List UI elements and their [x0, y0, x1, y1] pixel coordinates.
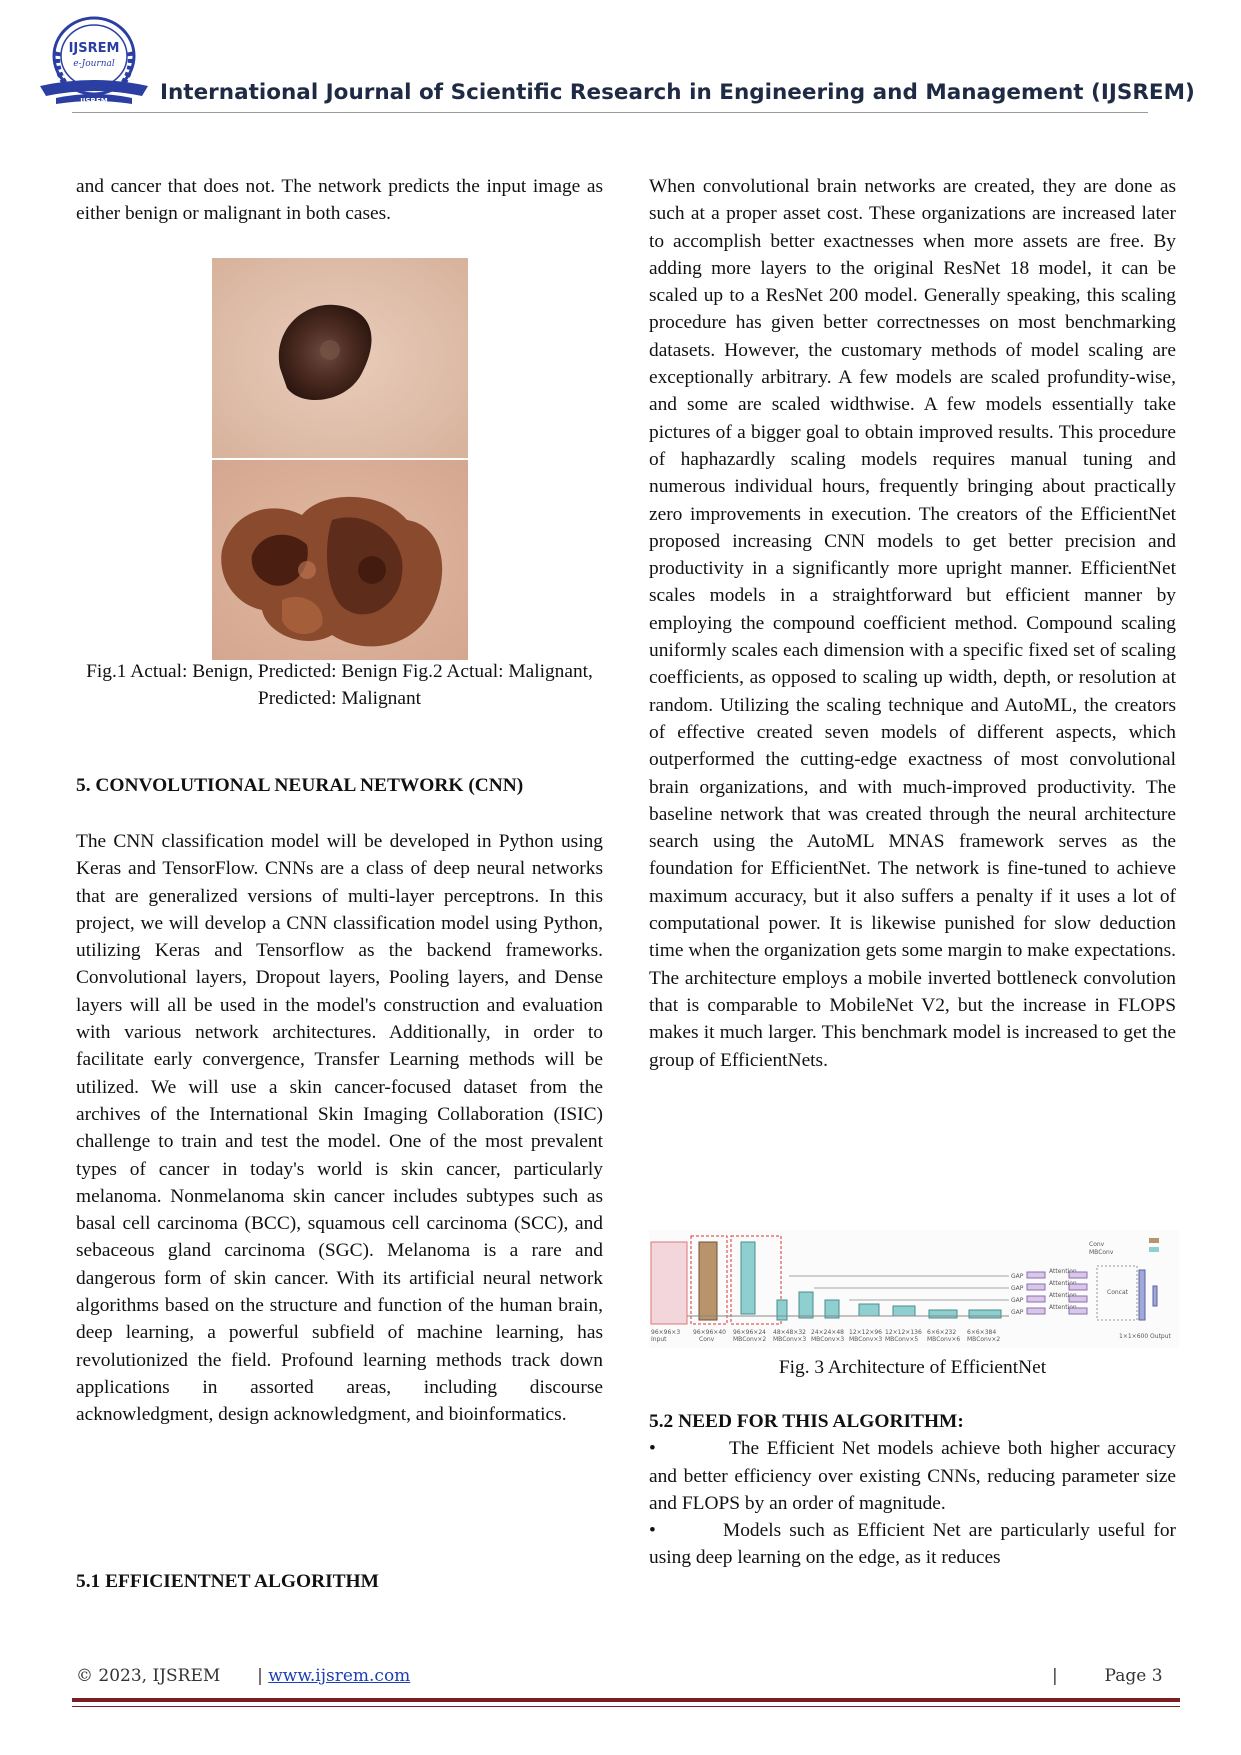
section52: 5.2 NEED FOR THIS ALGORITHM: • The Effici…: [649, 1408, 1176, 1572]
journal-title: International Journal of Scientific Rese…: [160, 80, 1195, 105]
svg-text:MBConv×6: MBConv×6: [927, 1336, 960, 1343]
header-rule: [72, 112, 1148, 113]
svg-text:MBConv×2: MBConv×2: [967, 1336, 1000, 1343]
svg-text:12×12×96: 12×12×96: [849, 1329, 882, 1336]
efficientnet-paragraph: When convolutional brain networks are cr…: [649, 176, 1176, 1071]
malignant-lesion-image: [212, 460, 468, 660]
bullet-symbol: •: [649, 1520, 656, 1542]
input-image-block: [650, 1241, 688, 1325]
section5-body: The CNN classification model will be dev…: [76, 828, 603, 1429]
footer-rule: [72, 1698, 1180, 1702]
conv-block: [698, 1241, 718, 1321]
svg-text:IJSREM: IJSREM: [69, 41, 120, 56]
svg-text:Conv: Conv: [1089, 1241, 1105, 1248]
footer-separator: |: [257, 1666, 263, 1686]
left-column: and cancer that does not. The network pr…: [76, 173, 603, 228]
section5: 5. CONVOLUTIONAL NEURAL NETWORK (CNN): [76, 772, 603, 799]
bullet-2: • Models such as Efficient Net are partic…: [649, 1517, 1176, 1572]
svg-text:96×96×3: 96×96×3: [651, 1329, 680, 1336]
svg-text:IJSREM: IJSREM: [80, 97, 107, 105]
ijsrem-logo: IJSREM e-Journal IJSREM: [40, 16, 148, 105]
svg-text:MBConv×3: MBConv×3: [849, 1336, 882, 1343]
svg-text:Input: Input: [651, 1336, 667, 1343]
svg-text:MBConv×3: MBConv×3: [773, 1336, 806, 1343]
svg-text:GAP: GAP: [1011, 1309, 1024, 1316]
svg-text:1×1×600 Output: 1×1×600 Output: [1119, 1333, 1172, 1340]
svg-text:6×6×232: 6×6×232: [927, 1329, 956, 1336]
section5-paragraph: The CNN classification model will be dev…: [76, 831, 603, 1426]
bullet-symbol: •: [649, 1438, 656, 1460]
svg-text:MBConv: MBConv: [1089, 1249, 1114, 1256]
svg-text:MBConv×5: MBConv×5: [885, 1336, 918, 1343]
mbconv-block-1: [740, 1241, 756, 1315]
section52-heading: 5.2 NEED FOR THIS ALGORITHM:: [649, 1411, 964, 1432]
footer-right: | Page 3: [1052, 1666, 1163, 1686]
svg-text:e-Journal: e-Journal: [73, 59, 115, 69]
fig3-caption-block: Fig. 3 Architecture of EfficientNet: [649, 1354, 1176, 1381]
page-number: Page 3: [1104, 1666, 1163, 1686]
left-column-lower: Fig.1 Actual: Benign, Predicted: Benign …: [76, 658, 603, 713]
svg-text:6×6×384: 6×6×384: [967, 1329, 996, 1336]
svg-text:96×96×24: 96×96×24: [733, 1329, 766, 1336]
svg-text:Attention: Attention: [1049, 1268, 1077, 1275]
svg-text:96×96×40: 96×96×40: [693, 1329, 726, 1336]
svg-text:Concat: Concat: [1107, 1289, 1129, 1296]
svg-text:MBConv×2: MBConv×2: [733, 1336, 766, 1343]
copyright: © 2023, IJSREM: [76, 1666, 221, 1686]
svg-text:12×12×136: 12×12×136: [885, 1329, 922, 1336]
svg-text:GAP: GAP: [1011, 1285, 1024, 1292]
footer-rule-thin: [72, 1706, 1180, 1707]
benign-lesion-image: [212, 258, 468, 458]
website-link[interactable]: www.ijsrem.com: [268, 1666, 411, 1686]
svg-text:Attention: Attention: [1049, 1304, 1077, 1311]
svg-text:GAP: GAP: [1011, 1297, 1024, 1304]
svg-text:Attention: Attention: [1049, 1292, 1077, 1299]
svg-text:Conv: Conv: [699, 1336, 715, 1343]
intro-paragraph: and cancer that does not. The network pr…: [76, 176, 603, 225]
section5-heading: 5. CONVOLUTIONAL NEURAL NETWORK (CNN): [76, 775, 524, 796]
svg-text:24×24×48: 24×24×48: [811, 1329, 844, 1336]
svg-text:48×48×32: 48×48×32: [773, 1329, 806, 1336]
footer-separator-right: |: [1052, 1666, 1058, 1686]
footer-left: © 2023, IJSREM | www.ijsrem.com: [76, 1666, 410, 1686]
section51: 5.1 EFFICIENTNET ALGORITHM: [76, 1568, 603, 1595]
right-column: When convolutional brain networks are cr…: [649, 173, 1176, 1074]
fig1-fig2-caption: Fig.1 Actual: Benign, Predicted: Benign …: [86, 661, 593, 710]
svg-text:Attention: Attention: [1049, 1280, 1077, 1287]
svg-text:MBConv×3: MBConv×3: [811, 1336, 844, 1343]
svg-text:GAP: GAP: [1011, 1273, 1024, 1280]
fig3-caption: Fig. 3 Architecture of EfficientNet: [778, 1357, 1047, 1378]
efficientnet-architecture-diagram: GAP GAP GAP GAP Attention Attention Atte…: [649, 1230, 1179, 1348]
section51-heading: 5.1 EFFICIENTNET ALGORITHM: [76, 1571, 379, 1592]
bullet-1: • The Efficient Net models achieve both h…: [649, 1435, 1176, 1517]
